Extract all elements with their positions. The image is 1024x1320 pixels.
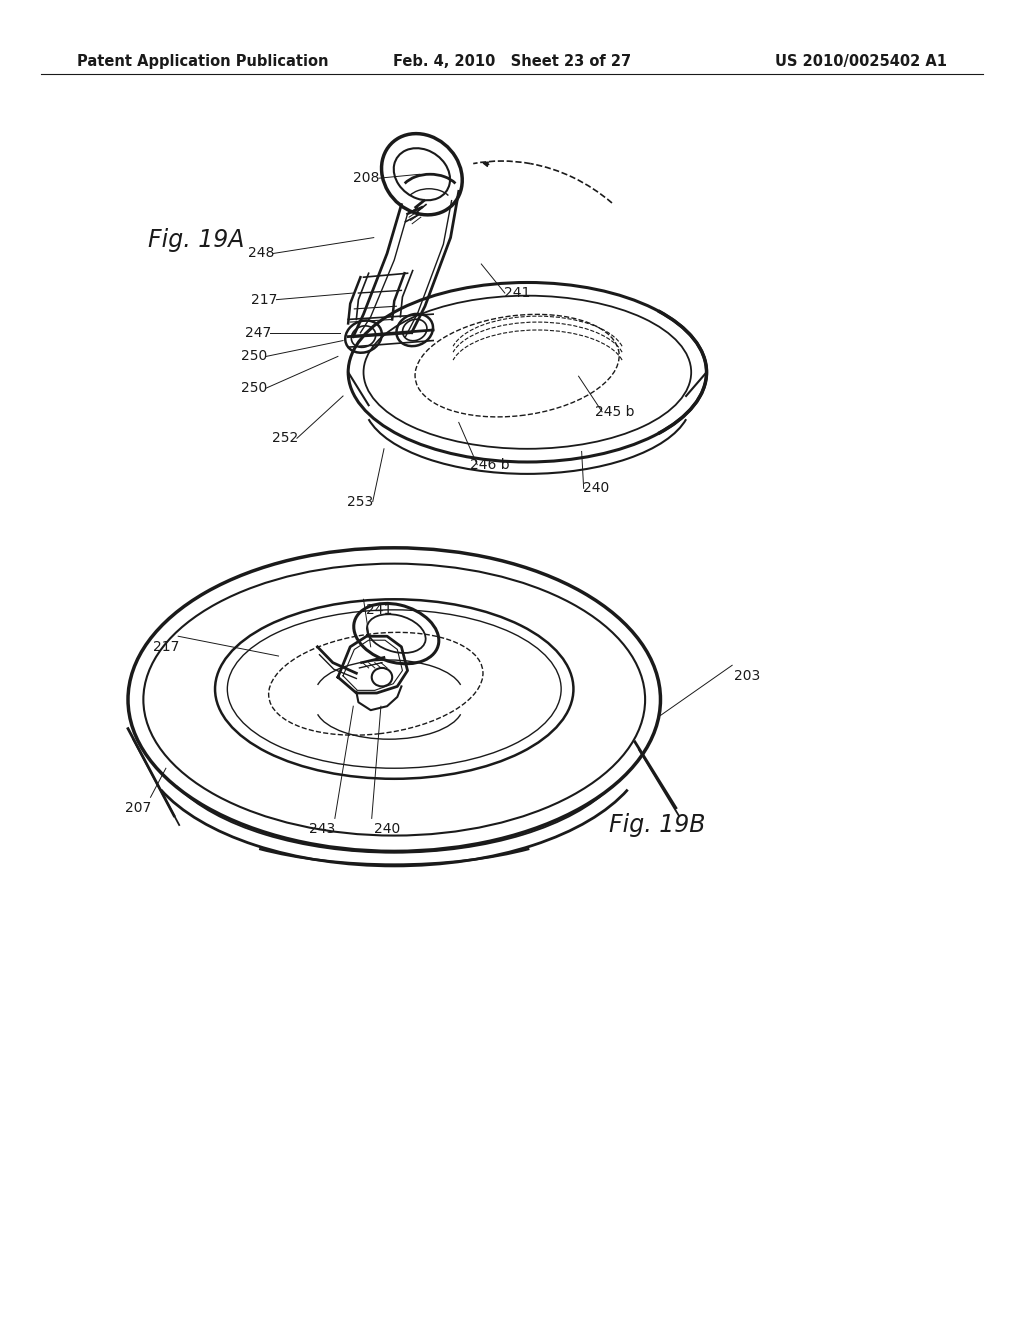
Text: Feb. 4, 2010   Sheet 23 of 27: Feb. 4, 2010 Sheet 23 of 27 [393, 54, 631, 69]
Text: 203: 203 [734, 669, 761, 682]
Text: 245 b: 245 b [595, 405, 634, 418]
Text: 250: 250 [241, 350, 267, 363]
Text: 252: 252 [271, 432, 298, 445]
Text: 217: 217 [251, 293, 278, 306]
Text: 217: 217 [153, 640, 179, 653]
Text: 207: 207 [125, 801, 152, 814]
Text: 240: 240 [374, 822, 400, 836]
Text: 241: 241 [504, 286, 530, 300]
Text: US 2010/0025402 A1: US 2010/0025402 A1 [775, 54, 947, 69]
Text: 248: 248 [248, 247, 274, 260]
Text: 250: 250 [241, 381, 267, 395]
Text: 241: 241 [366, 603, 392, 616]
Text: Fig. 19B: Fig. 19B [609, 813, 706, 837]
Text: 240: 240 [583, 482, 609, 495]
Text: 243: 243 [309, 822, 336, 836]
Text: 247: 247 [245, 326, 271, 339]
Text: Fig. 19A: Fig. 19A [148, 228, 245, 252]
Text: 246 b: 246 b [470, 458, 509, 471]
Text: Patent Application Publication: Patent Application Publication [77, 54, 329, 69]
Text: 208: 208 [353, 172, 380, 185]
Text: 253: 253 [347, 495, 374, 508]
